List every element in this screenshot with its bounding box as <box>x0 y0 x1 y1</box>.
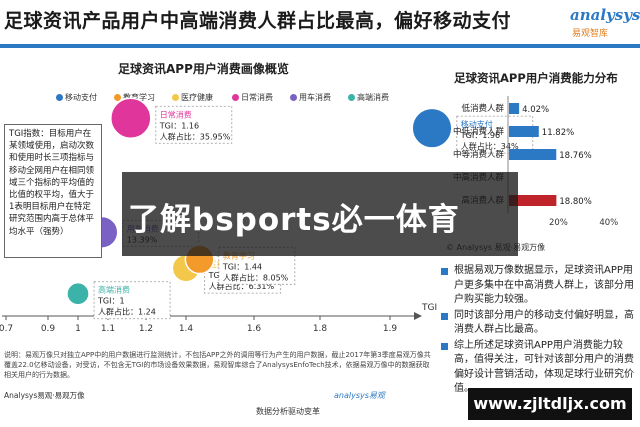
bullet-square-icon <box>441 312 448 320</box>
x-tick-label: 1.4 <box>179 324 194 334</box>
bubble-value-label: 人群占比：8.05% <box>223 272 289 282</box>
x-tick-label: 1.2 <box>139 324 153 334</box>
bubble-value-label: 人群占比：1.24 <box>98 307 156 317</box>
bubble-value-label: TGI：1.44 <box>222 262 262 271</box>
bubble-chart-title: 足球资讯APP用户消费画像概览 <box>118 62 289 76</box>
bubble-value-label: 人群占比：34% <box>461 141 519 151</box>
legend-item: 医疗健康 <box>172 92 213 103</box>
legend-label: 医疗健康 <box>181 93 213 102</box>
insight-bullet: 根据易观万像数据显示，足球资讯APP用户更多集中在中高消费人群上，该部分用户购买… <box>440 264 640 308</box>
bubble-series-label: 日常消费 <box>160 109 192 119</box>
bubble-value-label: TGI：1.96 <box>460 131 500 140</box>
x-tick-label: 1 <box>75 324 81 334</box>
x-axis-label: TGI <box>421 303 437 313</box>
legend-item: 高端消费 <box>348 92 389 103</box>
bubble-label-box <box>155 105 233 144</box>
bubble-series-label: 高端消费 <box>98 285 130 295</box>
legend-dot-icon <box>114 94 121 101</box>
x-tick-label: 1.1 <box>101 324 115 334</box>
legend-item: 日常消费 <box>232 92 273 103</box>
legend-label: 高端消费 <box>357 93 389 102</box>
site-watermark: www.zjltdljx.com <box>468 388 632 420</box>
legend-dot-icon <box>290 94 297 101</box>
brand-logo-sub: 易观智库 <box>572 29 609 39</box>
bubble-value-label: 人群占比：35.95% <box>160 131 231 141</box>
bubble-point <box>411 107 453 149</box>
bubble-value-label: TGI：1.16 <box>159 121 199 130</box>
brand-logo: analysys 易观智库 <box>570 4 640 44</box>
bar-value-label: 4.02% <box>522 105 549 115</box>
legend-label: 移动支付 <box>65 93 97 102</box>
bullet-square-icon <box>441 268 448 275</box>
legend-label: 教育学习 <box>123 93 155 102</box>
legend-item: 教育学习 <box>114 92 155 103</box>
legend-label: 日常消费 <box>241 93 273 102</box>
insight-bullets: 根据易观万像数据显示，足球资讯APP用户更多集中在中高消费人群上，该部分用户购买… <box>440 264 640 398</box>
hbar-chart-title: 足球资讯APP用户消费能力分布 <box>454 71 618 85</box>
brand-logo-text: analysys <box>570 6 640 24</box>
x-tick-label: 0.7 <box>0 324 13 334</box>
bar <box>509 195 557 206</box>
legend-label: 用车消费 <box>299 93 331 102</box>
insight-bullet: 同时该部分用户的移动支付偏好明显，高消费人群占比最高。 <box>440 309 640 338</box>
bar <box>509 149 557 160</box>
bullet-square-icon <box>441 342 448 350</box>
category-label: 低消费人群 <box>461 103 504 114</box>
x-tick-label: 1.6 <box>247 324 262 334</box>
left-tagline: 数据分析驱动变革 <box>256 407 320 416</box>
bubble-point <box>66 281 90 306</box>
title-rule <box>0 44 640 48</box>
legend-dot-icon <box>348 94 355 101</box>
bar <box>509 103 520 114</box>
legend-item: 移动支付 <box>56 92 97 103</box>
chart-note: 说明：易观万像只对独立APP中的用户数据进行监测统计，不包括APP之外的调用等行… <box>4 351 431 379</box>
category-label: 中低消费人群 <box>453 126 505 137</box>
left-source: Analysys易观·易观万像 <box>4 391 85 400</box>
bar-value-label: 18.80% <box>559 197 591 207</box>
insight-bullet-text: 综上所述足球资讯APP用户消费能力较高，值得关注，可针对该部分用户的消费偏好设计… <box>454 339 634 395</box>
bubble-chart: 0.7 0.9 1 1.1 1.2 1.4 1.6 1.8 1.9 TGI 日常消费 TGI：1.16… <box>0 97 534 334</box>
category-label: 中等消费人群 <box>453 149 505 160</box>
legend-dot-icon <box>172 94 179 101</box>
bubble-point <box>110 97 152 140</box>
insight-bullet-text: 根据易观万像数据显示，足球资讯APP用户更多集中在中高消费人群上，该部分用户购买… <box>454 265 634 305</box>
legend-dot-icon <box>232 94 239 101</box>
tgi-definition-box: TGI指数：目标用户在某领域使用，启动次数和使用时长三项指标与移动全网用户在相同… <box>4 124 102 258</box>
insight-bullet-text: 同时该部分用户的移动支付偏好明显，高消费人群占比最高。 <box>454 309 634 336</box>
promo-overlay-text: 了解bsports必一体育 <box>128 202 460 238</box>
left-logo-small: analysys易观 <box>334 391 385 400</box>
x-tick-label: 40% <box>599 218 618 228</box>
promo-overlay-bar <box>122 172 518 256</box>
legend-dot-icon <box>56 94 63 101</box>
x-axis-arrow-icon <box>414 312 422 320</box>
legend-item: 用车消费 <box>290 92 331 103</box>
bar <box>509 126 539 137</box>
insight-bullet: 综上所述足球资讯APP用户消费能力较高，值得关注，可针对该部分用户的消费偏好设计… <box>440 339 640 397</box>
bubble-series-label: 移动支付 <box>461 119 493 129</box>
bubble-label-box <box>456 115 534 154</box>
bubble-value-label: 人群占比：6.31% <box>209 281 275 291</box>
bar-value-label: 11.82% <box>542 128 574 138</box>
bubble-legend: 移动支付 教育学习 医疗健康 日常消费 用车消费 高端消费 <box>56 92 416 106</box>
x-tick-label: 20% <box>549 218 568 228</box>
bubble-label-box <box>93 281 171 320</box>
page-title: 足球资讯产品用户中高端消费人群占比最高，偏好移动支付 <box>4 10 512 32</box>
x-tick-label: 0.9 <box>41 324 56 334</box>
x-tick-label: 1.8 <box>313 324 328 334</box>
bar-value-label: 18.76% <box>559 151 591 161</box>
x-tick-label: 1.9 <box>383 324 398 334</box>
bubble-value-label: TGI：1 <box>97 297 125 306</box>
